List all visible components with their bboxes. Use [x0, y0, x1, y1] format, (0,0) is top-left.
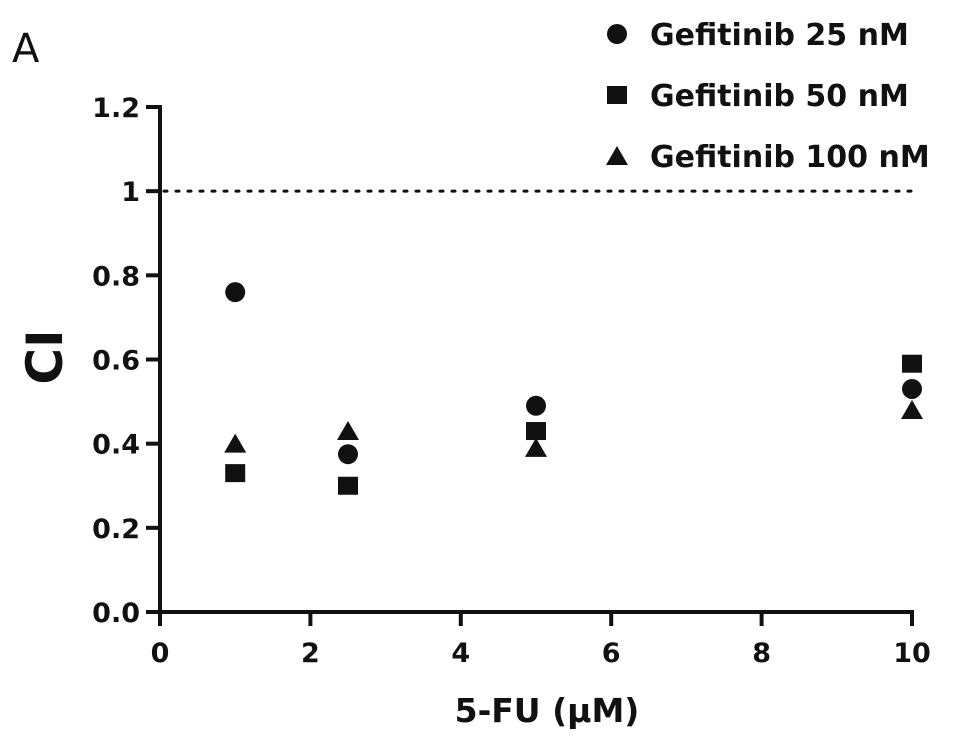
circle-point: [526, 395, 546, 416]
legend-item: Gefitinib 25 nM: [607, 18, 909, 53]
panel-label: A: [12, 26, 40, 72]
data-points: [224, 282, 923, 495]
legend-item: Gefitinib 50 nM: [607, 79, 909, 114]
y-tick-label: 0.4: [92, 430, 140, 461]
legend-circle-marker: [607, 24, 627, 44]
legend-label: Gefitinib 25 nM: [650, 18, 909, 53]
y-tick-label: 1: [121, 177, 140, 208]
circle-point: [225, 282, 246, 303]
triangle-point: [224, 433, 247, 453]
y-tick-label: 0.8: [92, 261, 140, 292]
legend-item: Gefitinib 100 nM: [606, 140, 930, 175]
y-tick-label: 0.6: [92, 346, 140, 377]
circle-point: [902, 378, 922, 399]
x-tick-label: 4: [451, 638, 470, 669]
circle-point: [338, 444, 358, 465]
legend-square-marker: [607, 86, 627, 104]
square-point: [526, 422, 546, 441]
legend-triangle-marker: [606, 146, 628, 165]
x-tick-label: 0: [151, 638, 170, 669]
y-tick-label: 0.0: [92, 598, 140, 629]
square-point: [338, 476, 358, 495]
x-tick-label: 6: [602, 638, 621, 669]
triangle-point: [337, 421, 359, 441]
triangle-point: [525, 437, 547, 457]
x-axis-title: 5-FU (μM): [455, 691, 640, 730]
legend-label: Gefitinib 50 nM: [650, 79, 909, 114]
y-axis-title: CI: [16, 329, 74, 384]
x-tick-label: 10: [893, 638, 931, 669]
y-tick-label: 0.2: [92, 514, 140, 545]
square-point: [902, 354, 922, 373]
triangle-point: [901, 400, 923, 419]
legend-label: Gefitinib 100 nM: [650, 140, 930, 175]
x-tick-label: 8: [752, 638, 771, 669]
series-square: [225, 354, 922, 495]
x-ticks: 0 2 4 6 8 10: [151, 612, 931, 669]
y-tick-label: 1.2: [92, 93, 140, 124]
series-triangle: [224, 400, 923, 457]
y-ticks: 0.0 0.2 0.4 0.6 0.8 1 1.2: [92, 93, 160, 629]
square-point: [225, 464, 246, 483]
plot-area: 0.0 0.2 0.4 0.6 0.8 1 1.2 0 2 4 6 8 10: [92, 93, 931, 669]
legend: Gefitinib 25 nM Gefitinib 50 nM Gefitinib …: [606, 18, 930, 175]
x-tick-label: 2: [301, 638, 320, 669]
series-circle: [225, 282, 922, 465]
